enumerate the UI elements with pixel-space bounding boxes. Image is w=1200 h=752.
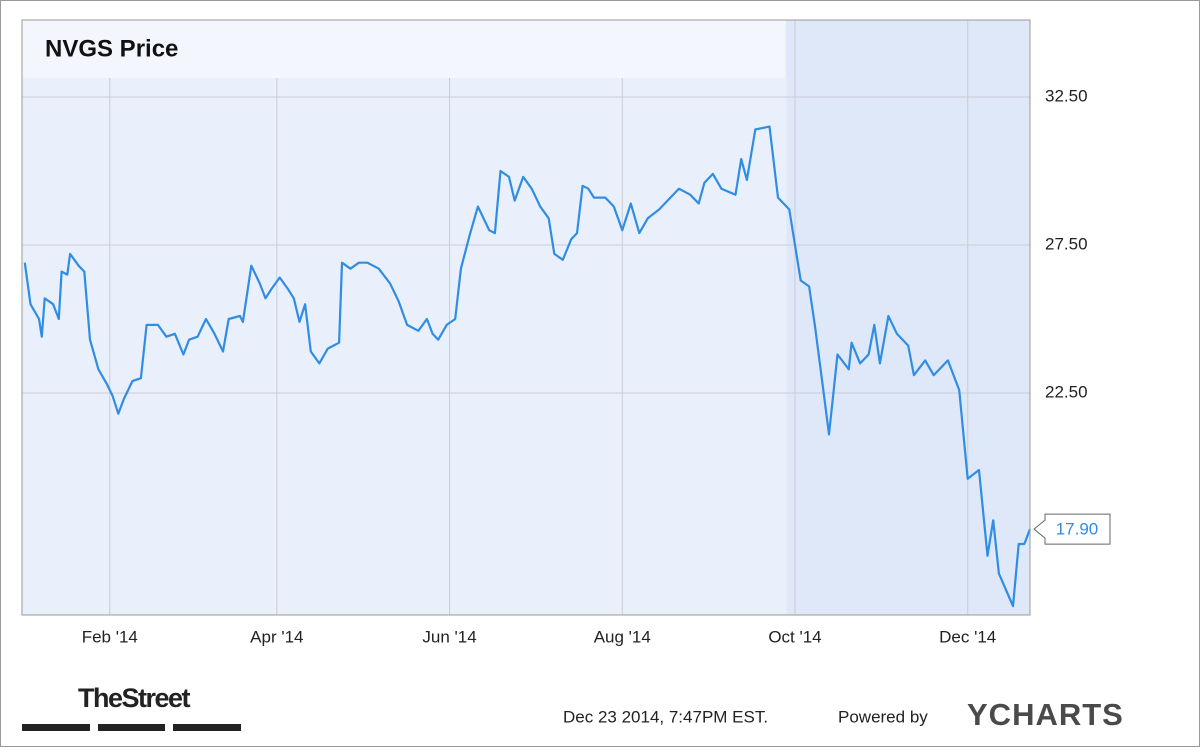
plot-border [21, 19, 1031, 616]
marks [23, 125, 1032, 608]
timestamp: Dec 23 2014, 7:47PM EST. [563, 707, 768, 726]
value-label: 17.90 [1056, 520, 1099, 539]
value-flag [1033, 513, 1111, 545]
logo-bar [173, 724, 241, 731]
x-tick-label: Oct '14 [768, 627, 821, 646]
logo-bar [22, 724, 90, 731]
y-tick-label: 27.50 [1045, 234, 1088, 253]
price-line [23, 125, 1032, 608]
title-box [22, 20, 785, 78]
source-logo: TheStreet [78, 683, 191, 713]
x-tick-label: Apr '14 [250, 627, 303, 646]
y-tick-label: 32.50 [1045, 86, 1088, 105]
grid [22, 20, 1030, 615]
x-tick-label: Jun '14 [422, 627, 476, 646]
powered-by: Powered by [838, 707, 928, 726]
logo-bar [98, 724, 165, 731]
highlight-band [786, 20, 1030, 615]
chart-title: NVGS Price [45, 35, 178, 62]
x-tick-label: Feb '14 [82, 627, 138, 646]
x-tick-label: Dec '14 [939, 627, 996, 646]
x-tick-label: Aug '14 [594, 627, 651, 646]
ycharts-logo: YCHARTS [967, 697, 1124, 732]
y-tick-label: 22.50 [1045, 382, 1088, 401]
